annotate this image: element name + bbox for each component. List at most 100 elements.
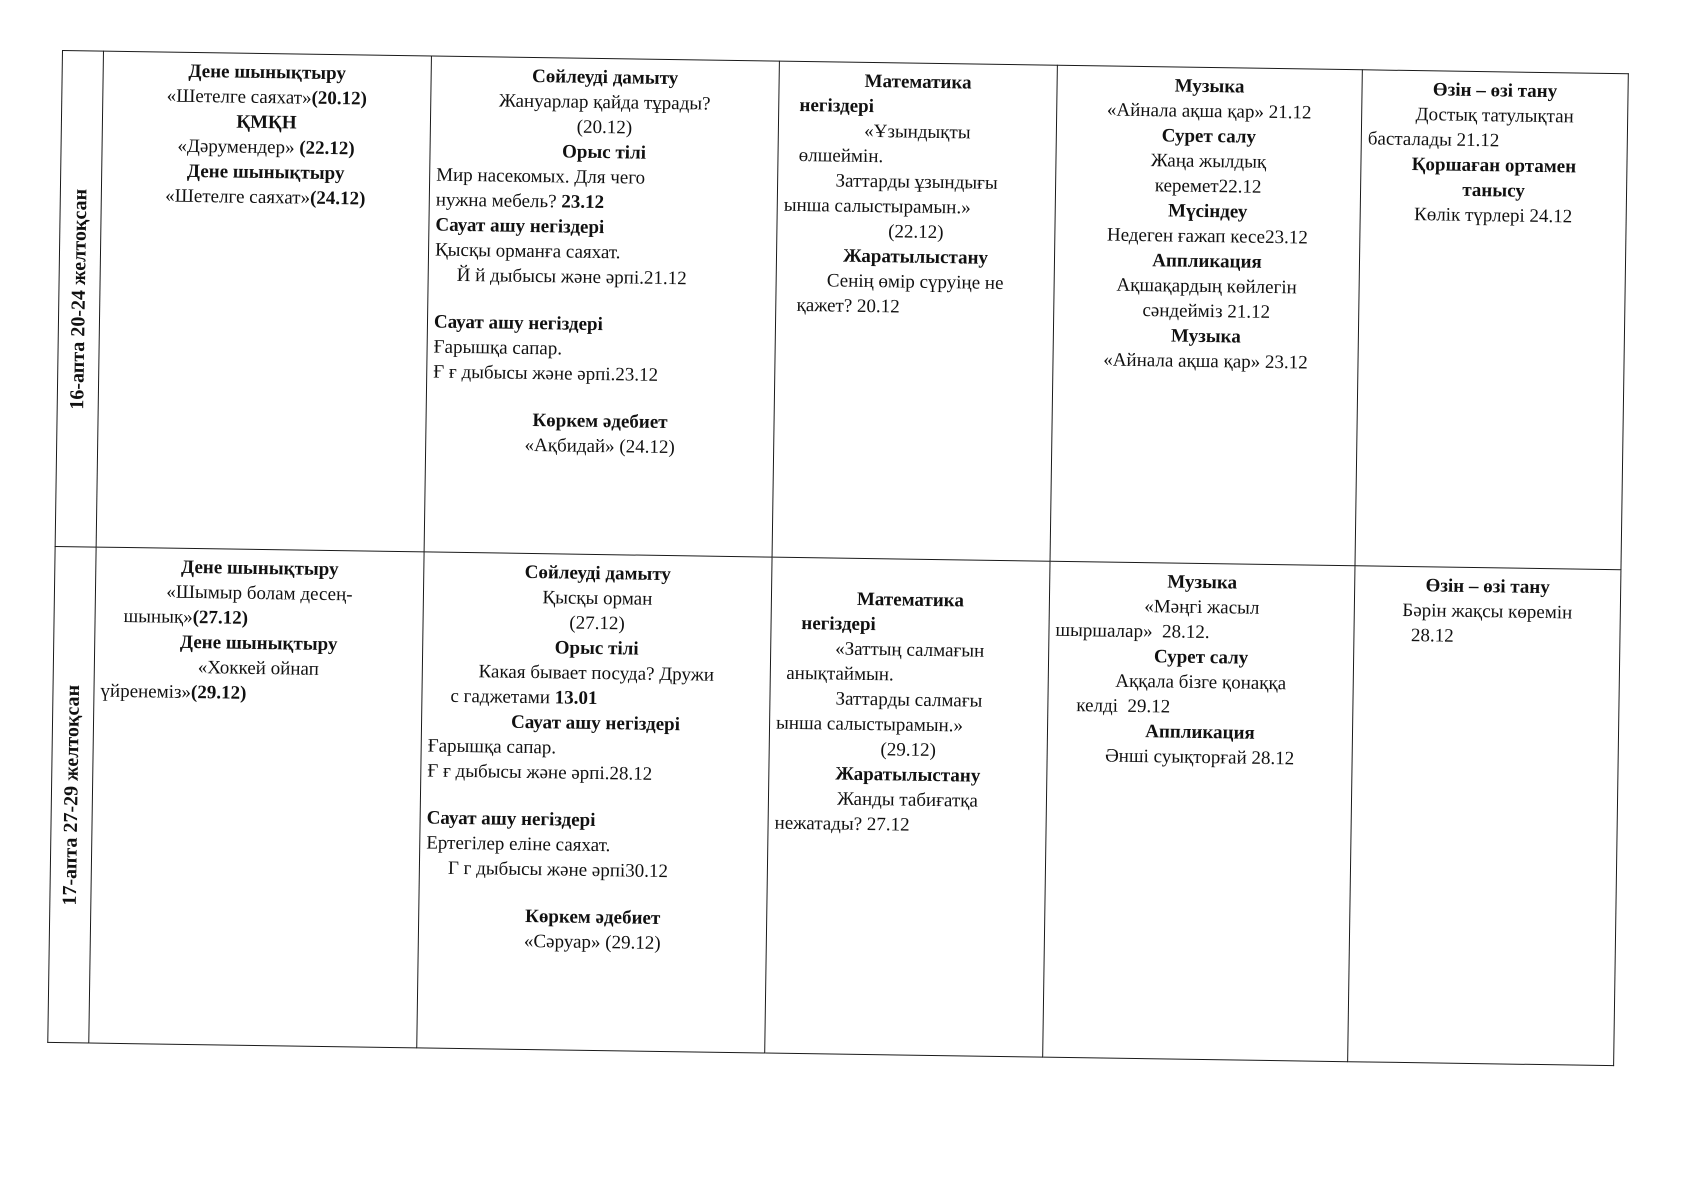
bold-text: Сауат ашу негіздері [426,807,596,831]
week-label: 17-апта 27-29 желтоқсан [58,684,85,906]
text: с гаджетами [450,685,555,709]
text: (29.12) [880,739,937,762]
bold-text: танысу [1462,179,1525,202]
text: Недеген ғажап кесе23.12 [1106,224,1308,249]
text-line: нежатады? 27.12 [774,811,1039,840]
week-row: 16-апта 20-24 желтоқсан Дене шынықтыру «Ше… [55,50,1629,570]
text: Бәрін жақсы көремін [1402,599,1573,624]
text-line: Өзін – өзі тану [1368,76,1621,105]
cell-speech-literacy: Сөйлеуді дамыту Жануарлар қайда тұрады? (2… [424,55,780,558]
text: басталады 21.12 [1367,128,1500,152]
text: «Сәруар» (29.12) [523,930,661,954]
bold-text: Жаратылыстану [842,245,989,269]
bold-text: Дене шынықтыру [186,160,345,185]
cell-physical-education: Дене шынықтыру «Шымыр болам десең-шынық»(… [88,547,425,1048]
text: нужна мебель? [435,189,562,213]
text: анықтаймын. [776,662,894,686]
bold-text: Аппликация [1145,721,1255,744]
text-line: өлшеймін. [784,143,1049,172]
cell-math-science: Математика негіздері «Ұзындықты өлшеймін.… [772,61,1058,562]
cell-self-knowledge: Өзін – өзі тану Достық татулықтан басталад… [1354,69,1629,570]
text-line: танысу [1367,176,1620,205]
schedule-page: 16-апта 20-24 желтоқсан Дене шынықтыру «Ше… [47,50,1629,1066]
bold-text: Дене шынықтыру [180,556,339,581]
text: Достық татулықтан [1415,104,1574,128]
text-line: «Айнала ақша қар» 23.12 [1059,347,1351,376]
cell-arts-music: Музыка «Айнала ақша қар» 21.12 Сурет салу Ж… [1050,65,1363,566]
bold-text: негіздері [777,612,876,636]
bold-text: Аппликация [1152,250,1262,273]
bold-text: Математика [864,70,972,94]
text-line: Жанды табиғатқа [775,786,1040,815]
text-line: Заттарды салмағы [776,686,1041,715]
text: Ғарышқа сапар. [427,735,557,759]
text: (20.12) [576,116,633,139]
text-line: Қоршаған ортамен [1367,151,1620,180]
bold-text: Көркем әдебиет [532,410,668,434]
text-line: «Айнала ақша қар» 21.12 [1063,97,1355,126]
text-line: Жаратылыстану [783,243,1048,272]
text: Аққала бізге қонаққа [1115,670,1287,695]
text: «Шетелге саяхат» [165,185,311,209]
bold-text: Өзін – өзі тану [1432,79,1558,103]
bold-text: (27.12) [192,607,249,629]
text-line: ынша салыстырамын.» [784,193,1049,222]
week-label-cell: 16-апта 20-24 желтоқсан [55,50,104,548]
text: Жануарлар қайда тұрады? [498,90,711,115]
bold-text: Сауат ашу негіздері [510,711,681,736]
text: (27.12) [569,612,625,635]
bold-text: Сауат ашу негіздері [435,214,605,239]
text: Жанды табиғатқа [836,788,979,812]
bold-text: Орыс тілі [554,637,639,660]
cell-math-science: Математика негіздері «Заттың салмағын аны… [764,557,1051,1058]
text-line: «Ақбидай» (24.12) [432,432,767,462]
text: Сенің өмір сүруіңе не [826,270,1004,294]
text-line: Бәрін жақсы көремін [1361,597,1614,626]
text-line: «Сәруар» (29.12) [425,927,760,957]
cell-self-knowledge: Өзін – өзі тану Бәрін жақсы көремін 28.12 [1347,565,1621,1066]
text: Қысқы орманға саяхат. [434,239,621,264]
text: шыршалар» 28.12. [1055,619,1210,644]
text: Заттарды ұзындығы [835,170,998,194]
text: Ақшақардың көйлегін [1116,274,1297,299]
bold-text: Музыка [1167,571,1238,594]
text: «Ақбидай» (24.12) [524,434,675,459]
text-line: үйренеміз»(29.12) [100,679,415,709]
bold-text: Дене шынықтыру [188,60,347,85]
text: «Айнала ақша қар» 23.12 [1103,349,1308,374]
bold-text: Математика [856,588,965,612]
text: Какая бывает посуда? Дружи [478,661,715,686]
text: ынша салыстырамын.» [775,712,964,737]
bold-text: Сауат ашу негіздері [433,311,604,336]
text: «Дәрумендер» [177,135,300,159]
bold-text: Сөйлеуді дамыту [531,65,679,90]
bold-text: Сөйлеуді дамыту [524,561,672,586]
bold-text: (24.12) [309,187,366,210]
text-line: Ғ ғ дыбысы және әрпі.23.12 [433,360,768,390]
cell-arts-music: Музыка «Мәңгі жасыл шыршалар» 28.12. Сурет … [1042,561,1355,1062]
text: Жаңа жылдық [1150,150,1267,173]
text-line: Әнші суықторғай 28.12 [1053,743,1345,772]
text: Заттарды салмағы [835,688,983,712]
text-line: Көлік түрлері 24.12 [1367,201,1620,230]
text: ынша салыстырамын.» [783,194,971,219]
bold-text: (29.12) [190,681,247,704]
text: «Заттың салмағын [835,638,985,662]
bold-text: Орыс тілі [561,141,647,164]
text: Ғ ғ дыбысы және әрпі.23.12 [433,361,659,386]
text: келді 29.12 [1076,695,1171,718]
bold-text: Мүсіндеу [1167,200,1248,223]
text-line: «Ұзындықты [785,118,1050,147]
week-label-cell: 17-апта 27-29 желтоқсан [47,546,97,1044]
text-line: Й й дыбысы және әрпі.21.12 [435,263,770,293]
text-line: Сенің өмір сүруіңе не [782,268,1047,297]
weekly-schedule-table: 16-апта 20-24 желтоқсан Дене шынықтыру «Ше… [47,50,1629,1066]
text-line: Математика [778,586,1043,615]
cell-speech-literacy: Сөйлеуді дамыту Қысқы орман (27.12) Орыс ті… [416,551,773,1054]
text: керемет22.12 [1154,175,1262,198]
text: Ғарышқа сапар. [433,336,563,360]
text-line: Жаратылыстану [775,761,1040,790]
text: Г г дыбысы және әрпі30.12 [447,857,669,883]
text: сәндейміз 21.12 [1142,300,1271,323]
text-line: келді 29.12 [1054,693,1346,722]
